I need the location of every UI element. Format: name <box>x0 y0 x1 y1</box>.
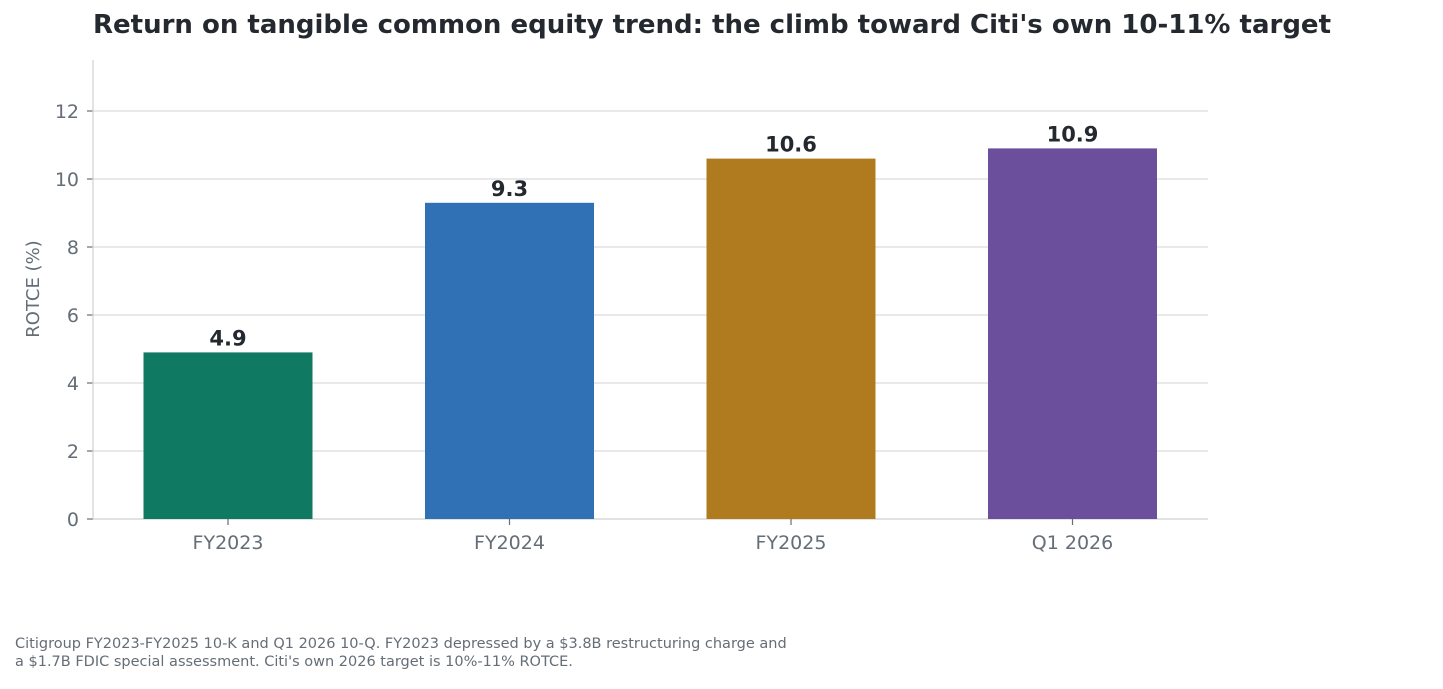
x-tick-label: FY2024 <box>474 532 545 554</box>
y-tick-label: 10 <box>55 169 79 191</box>
bar-value-label: 10.9 <box>1047 122 1099 146</box>
y-tick-label: 0 <box>67 509 79 531</box>
bar <box>988 148 1157 519</box>
bars <box>143 148 1157 520</box>
chart-title: Return on tangible common equity trend: … <box>93 10 1331 40</box>
bar-value-label: 10.6 <box>765 133 817 157</box>
y-tick-label: 12 <box>55 101 79 123</box>
x-tick-label: Q1 2026 <box>1032 532 1113 554</box>
x-tick-label: FY2025 <box>756 532 827 554</box>
y-tick-label: 2 <box>67 441 79 463</box>
bar <box>425 202 594 520</box>
bar-value-label: 4.9 <box>209 326 246 350</box>
bar-value-label: 9.3 <box>491 177 528 201</box>
bar <box>706 158 876 519</box>
x-tick-label: FY2023 <box>193 532 264 554</box>
y-tick-label: 4 <box>67 373 79 395</box>
y-tick-label: 8 <box>67 237 79 259</box>
bar <box>143 352 313 519</box>
value-labels: 4.9 9.3 10.6 10.9 <box>209 122 1098 350</box>
source-caption: Citigroup FY2023-FY2025 10-K and Q1 2026… <box>15 635 895 671</box>
y-axis-label: ROTCE (%) <box>23 240 44 337</box>
y-tick-label: 6 <box>67 305 79 327</box>
caption-line-1: Citigroup FY2023-FY2025 10-K and Q1 2026… <box>15 636 787 652</box>
caption-line-2: a $1.7B FDIC special assessment. Citi's … <box>15 654 573 670</box>
